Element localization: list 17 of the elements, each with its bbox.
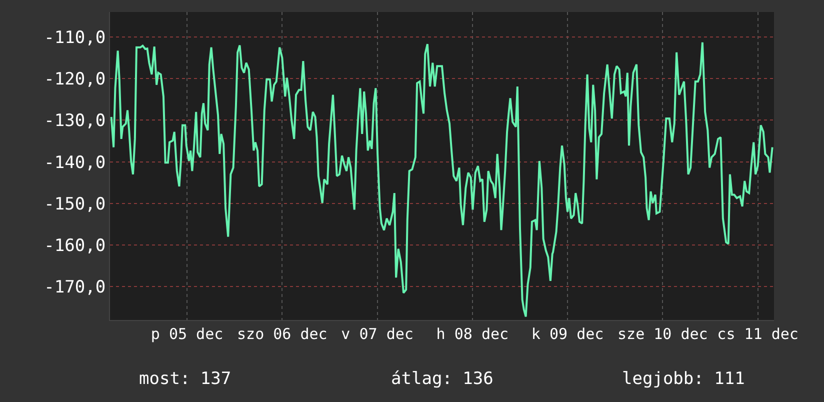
- y-tick-label: -110,0: [44, 28, 106, 48]
- x-tick-label: k 09 dec: [531, 325, 604, 343]
- y-tick-label: -160,0: [44, 236, 106, 256]
- x-tick-label: h 08 dec: [436, 325, 509, 343]
- text: most: 137: [139, 369, 232, 389]
- x-tick-label: v 07 dec: [341, 325, 414, 343]
- x-tick-label: szo 06 dec: [237, 325, 328, 343]
- y-tick-label: -150,0: [44, 194, 106, 214]
- y-tick-label: -170,0: [44, 278, 106, 298]
- y-tick-label: -140,0: [44, 152, 106, 173]
- x-tick-label: sze 10 dec: [618, 325, 708, 343]
- text: legjobb: 111: [622, 369, 745, 389]
- y-tick-label: -120,0: [44, 70, 106, 90]
- y-tick-label: -130,0: [44, 111, 106, 132]
- x-tick-label: p 05 dec: [150, 325, 224, 343]
- x-tick-label: cs 11 dec: [717, 325, 798, 343]
- text: átlag: 136: [391, 369, 494, 389]
